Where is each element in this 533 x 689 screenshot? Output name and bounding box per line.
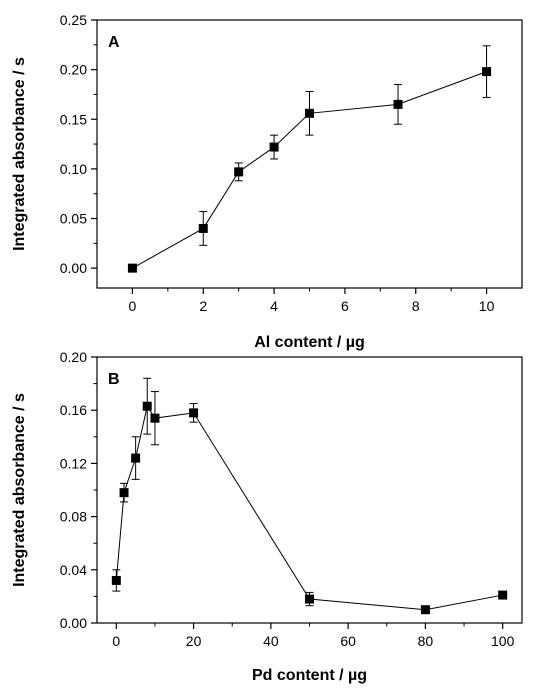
data-point xyxy=(119,488,129,498)
y-tick-label: 0.25 xyxy=(60,12,87,28)
x-axis-title: Al content / µg xyxy=(254,334,365,351)
y-axis-title: Integrated absorbance / s xyxy=(11,57,28,251)
y-tick-label: 0.15 xyxy=(60,111,87,127)
x-tick-label: 20 xyxy=(186,633,202,649)
x-tick-label: 2 xyxy=(199,298,207,314)
x-tick-label: 10 xyxy=(479,298,495,314)
data-point xyxy=(420,605,430,615)
x-tick-label: 4 xyxy=(270,298,278,314)
data-point xyxy=(393,99,403,109)
x-tick-label: 0 xyxy=(129,298,137,314)
data-point xyxy=(111,575,121,585)
y-tick-label: 0.12 xyxy=(60,455,87,471)
y-tick-label: 0.08 xyxy=(60,509,87,525)
y-tick-label: 0.04 xyxy=(60,562,87,578)
y-tick-label: 0.00 xyxy=(60,260,87,276)
data-point xyxy=(189,408,199,418)
data-point xyxy=(234,167,244,177)
data-point xyxy=(198,223,208,233)
data-point xyxy=(269,142,279,152)
data-point xyxy=(142,401,152,411)
panel-label: A xyxy=(108,34,120,51)
chart-panel-b: 0 20 40 60 80 100 0.00 0.04 0.08 0.12 0.16 0.20 Pd c… xyxy=(11,349,523,684)
y-tick-label: 0.20 xyxy=(60,62,87,78)
x-tick-label: 6 xyxy=(341,298,349,314)
y-tick-label: 0.00 xyxy=(60,615,87,631)
data-point xyxy=(131,453,141,463)
x-tick-label: 100 xyxy=(491,633,515,649)
x-tick-label: 0 xyxy=(112,633,120,649)
chart-panel-a: 0 2 4 6 8 10 0.00 0.05 0.10 0.15 0.20 0.25 Al conten… xyxy=(11,12,523,351)
data-point xyxy=(150,413,160,423)
x-tick-label: 40 xyxy=(263,633,279,649)
y-tick-label: 0.05 xyxy=(60,211,87,227)
series-line xyxy=(115,404,503,611)
y-tick-label: 0.10 xyxy=(60,161,87,177)
data-point xyxy=(305,594,314,604)
data-point xyxy=(305,108,314,118)
data-point xyxy=(498,590,508,600)
x-tick-label: 80 xyxy=(418,633,434,649)
data-point xyxy=(482,67,492,77)
panel-label: B xyxy=(108,371,120,388)
y-tick-label: 0.16 xyxy=(60,402,87,418)
x-axis-title: Pd content / µg xyxy=(252,667,367,684)
data-point xyxy=(127,263,137,273)
y-tick-label: 0.20 xyxy=(60,349,87,365)
y-axis-title: Integrated absorbance / s xyxy=(11,393,28,587)
plot-frame xyxy=(96,356,523,624)
x-tick-label: 8 xyxy=(412,298,420,314)
plot-frame xyxy=(96,19,523,289)
x-tick-label: 60 xyxy=(340,633,356,649)
